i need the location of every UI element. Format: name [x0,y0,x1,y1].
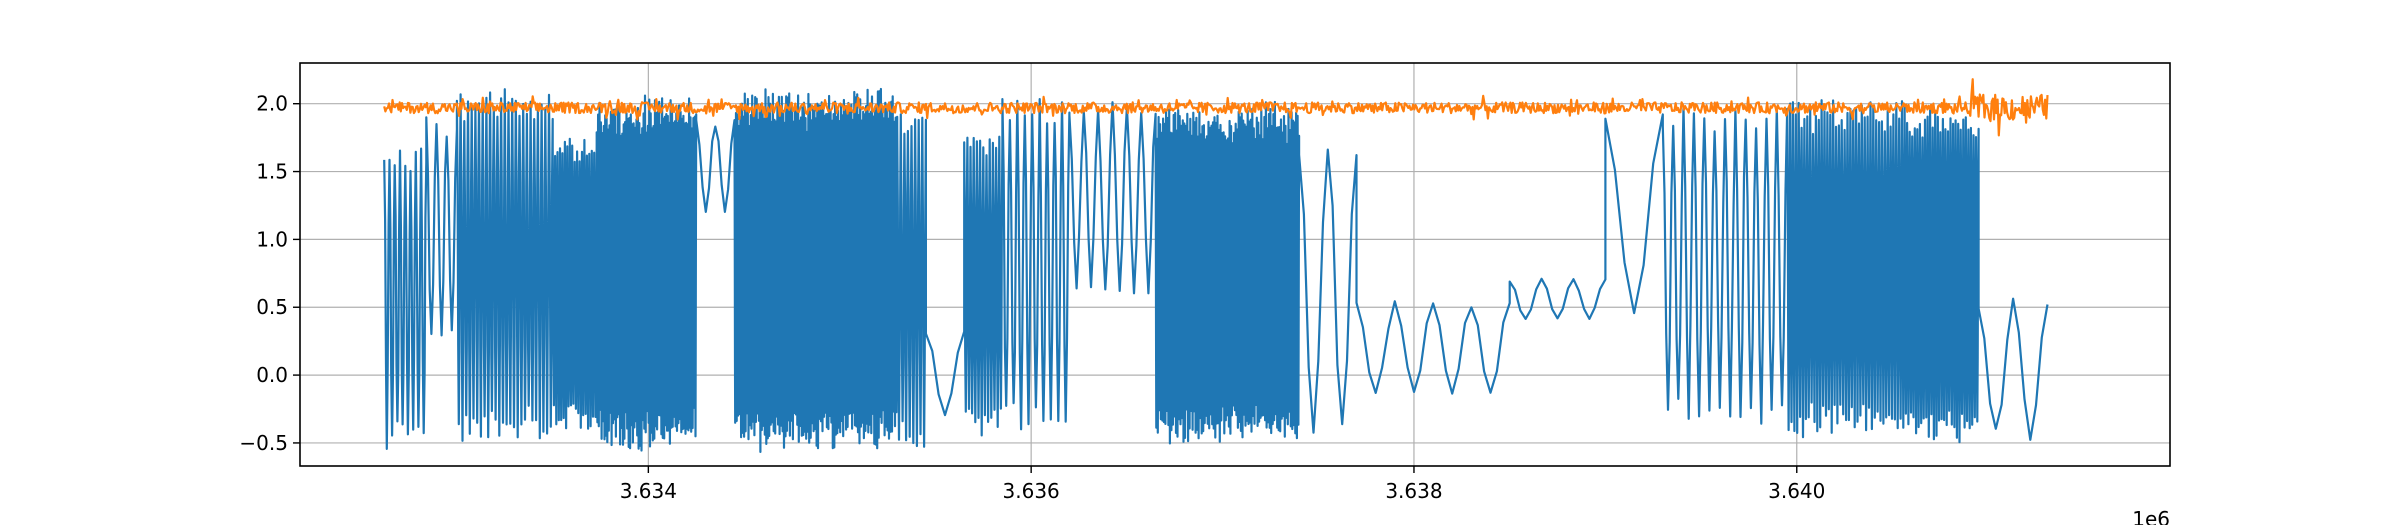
series-line-orange [383,78,2049,137]
y-tick-label: 1.5 [256,160,288,184]
x-tick-label: 3.634 [620,479,677,503]
y-tick-label: 2.0 [256,92,288,116]
y-tick-label: −0.5 [239,431,288,455]
plot-frame [299,62,2171,467]
x-tick-label: 3.638 [1385,479,1442,503]
y-tick-label: 0.5 [256,295,288,319]
series-line-blue [383,87,2049,453]
axis-ticks: 3.634 3.636 3.638 3.640 −0.5 0.0 0.5 1.0 1.5 2.0 [239,92,1825,503]
y-tick-label: 1.0 [256,227,288,251]
x-tick-label: 3.640 [1768,479,1825,503]
x-tick-label: 3.636 [1003,479,1060,503]
x-offset-label: 1e6 [2132,507,2170,525]
y-tick-label: 0.0 [256,363,288,387]
series-group [383,78,2049,453]
